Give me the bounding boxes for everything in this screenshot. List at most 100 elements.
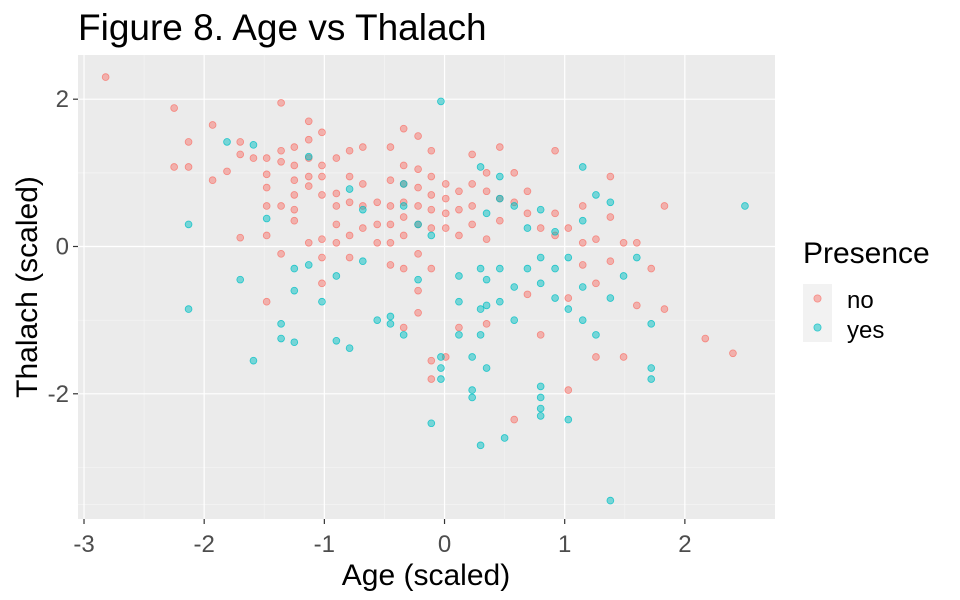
point-no — [386, 202, 395, 210]
point-no — [208, 176, 217, 185]
point-no — [427, 172, 436, 181]
point-no — [399, 264, 408, 273]
point-no — [345, 198, 354, 207]
point-no — [262, 154, 271, 162]
point-yes — [290, 338, 299, 347]
point-no — [262, 202, 271, 210]
point-yes — [359, 205, 367, 214]
point-no — [290, 191, 299, 199]
point-no — [345, 146, 354, 155]
point-no — [523, 187, 532, 196]
y-tick-label: -2 — [48, 381, 69, 408]
point-no — [304, 117, 313, 126]
point-no — [414, 202, 422, 210]
point-yes — [249, 356, 258, 365]
point-yes — [564, 253, 573, 262]
point-yes — [476, 305, 485, 313]
point-yes — [536, 205, 545, 214]
point-yes — [318, 297, 326, 306]
point-no — [262, 183, 271, 192]
point-no — [399, 161, 408, 170]
point-no — [184, 138, 193, 146]
point-yes — [437, 353, 445, 361]
point-no — [249, 154, 258, 162]
point-no — [551, 146, 559, 155]
legend-marker-no — [813, 294, 822, 303]
point-yes — [496, 297, 504, 306]
point-no — [536, 331, 545, 339]
point-yes — [496, 264, 504, 273]
point-no — [441, 180, 450, 188]
point-yes — [536, 393, 545, 402]
point-yes — [496, 172, 504, 181]
point-yes — [184, 220, 193, 229]
point-yes — [551, 264, 559, 273]
point-yes — [277, 334, 285, 343]
chart-title: Figure 8. Age vs Thalach — [78, 7, 487, 48]
point-yes — [500, 434, 509, 442]
point-no — [318, 191, 326, 199]
point-no — [427, 375, 436, 383]
point-yes — [578, 283, 587, 291]
point-no — [647, 264, 656, 273]
point-no — [619, 353, 628, 361]
point-yes — [523, 264, 532, 273]
point-yes — [606, 198, 615, 207]
point-yes — [455, 297, 463, 306]
point-no — [399, 231, 408, 240]
point-no — [332, 239, 341, 247]
point-no — [386, 176, 395, 185]
point-no — [578, 202, 587, 210]
point-no — [536, 224, 545, 232]
data-points — [101, 73, 749, 505]
point-yes — [414, 220, 422, 229]
x-axis-title: Age (scaled) — [342, 559, 510, 592]
point-no — [345, 231, 354, 240]
point-no — [332, 189, 341, 198]
point-yes — [249, 141, 258, 149]
point-no — [496, 216, 504, 225]
y-axis-title: Thalach (scaled) — [11, 176, 44, 398]
point-yes — [510, 316, 519, 324]
point-no — [277, 202, 285, 210]
point-no — [427, 191, 436, 199]
point-no — [373, 220, 382, 229]
point-no — [318, 161, 326, 170]
point-yes — [455, 272, 463, 280]
x-tick-label: -1 — [314, 531, 335, 558]
point-no — [441, 209, 450, 218]
point-yes — [223, 138, 231, 146]
point-yes — [536, 412, 545, 420]
point-no — [578, 261, 587, 269]
point-no — [510, 415, 519, 424]
point-no — [606, 213, 615, 221]
point-yes — [510, 283, 519, 291]
point-yes — [304, 261, 313, 269]
point-yes — [455, 331, 463, 339]
point-no — [619, 239, 628, 247]
point-yes — [536, 253, 545, 262]
legend: Presence no yes — [803, 237, 930, 344]
point-no — [304, 182, 313, 190]
point-no — [592, 279, 600, 288]
point-no — [318, 253, 326, 262]
point-yes — [373, 316, 382, 324]
point-no — [592, 235, 600, 243]
point-no — [101, 73, 110, 81]
point-yes — [427, 231, 436, 240]
x-tick-label: -3 — [73, 531, 94, 558]
point-no — [290, 216, 299, 225]
point-no — [236, 233, 245, 242]
point-yes — [345, 185, 354, 193]
point-no — [304, 239, 313, 247]
point-yes — [647, 375, 656, 383]
point-no — [414, 183, 422, 192]
point-no — [564, 224, 573, 232]
point-no — [277, 250, 285, 258]
point-yes — [741, 202, 749, 210]
y-tick-label: 0 — [56, 233, 69, 260]
point-no — [564, 294, 573, 302]
point-no — [468, 150, 476, 159]
point-yes — [399, 180, 408, 188]
